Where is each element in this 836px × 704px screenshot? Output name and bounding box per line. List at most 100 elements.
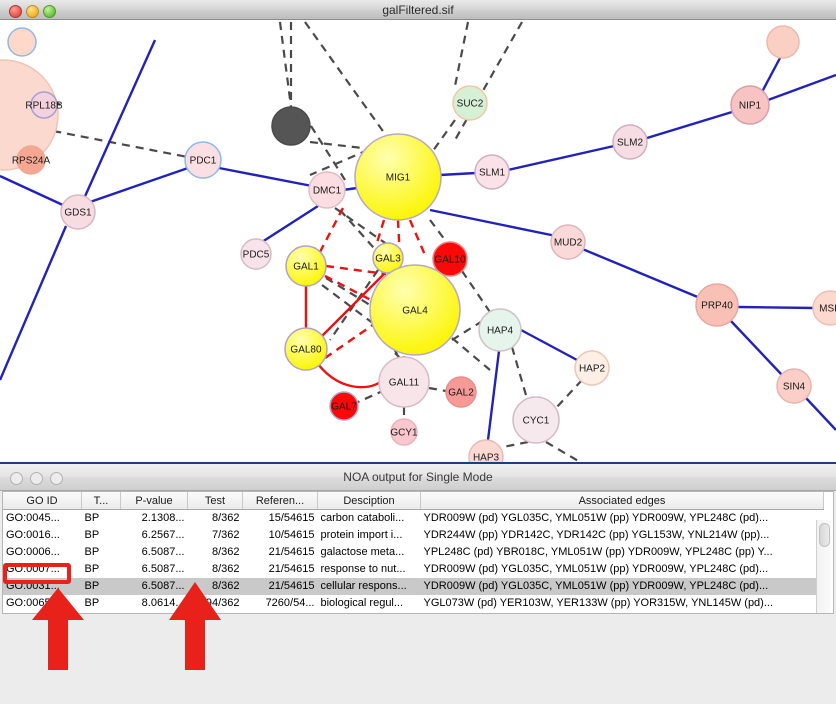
window-title: galFiltered.sif <box>382 3 454 17</box>
cell-type: BP <box>84 563 100 575</box>
dialog-titlebar: NOA output for Single Mode <box>0 464 836 491</box>
node-hap4[interactable] <box>478 308 522 352</box>
cell-test: 8/362 <box>211 546 240 558</box>
cell-reference: 21/54615 <box>268 563 315 575</box>
node-msi[interactable] <box>812 290 836 326</box>
node-hap3[interactable] <box>468 439 504 462</box>
node-gal3[interactable] <box>372 242 404 274</box>
scrollbar-thumb[interactable] <box>819 523 830 547</box>
node-mud2[interactable] <box>550 224 586 260</box>
table-row[interactable]: GO:0065... BP 8.0614... 94/362 7260/54..… <box>3 595 824 612</box>
column-header-type[interactable]: T... <box>81 492 121 510</box>
node-mig1[interactable] <box>354 133 442 221</box>
cell-type: BP <box>82 612 121 613</box>
minimize-button[interactable] <box>26 5 39 18</box>
table-row[interactable]: GO:0045... BP 2.1308... 8/362 15/54615 c… <box>3 510 824 528</box>
node-unlabeled-large[interactable] <box>0 59 59 171</box>
cell-go-id: GO:0016... <box>6 529 60 541</box>
cell-p-value: 1.3324... <box>121 612 188 613</box>
table-row[interactable]: GO:0016... BP 6.2567... 7/362 10/54615 p… <box>3 527 824 544</box>
cell-go-id: GO:0065... <box>6 597 60 609</box>
node-suc2[interactable] <box>452 85 488 121</box>
cell-reference: 10/54615 <box>268 529 315 541</box>
node-hap2[interactable] <box>574 350 610 386</box>
column-header-go-id[interactable]: GO ID <box>3 492 82 510</box>
table-row-selected[interactable]: GO:0031... BP 6.5087... 8/362 21/54615 c… <box>3 578 824 595</box>
table-row[interactable]: GO:0007... BP 6.5087... 8/362 21/54615 r… <box>3 561 824 578</box>
node-slm1[interactable] <box>474 154 510 190</box>
node-gal11[interactable] <box>378 356 430 408</box>
cell-p-value: 6.5087... <box>120 578 188 595</box>
node-rpl18b[interactable] <box>30 91 58 119</box>
cell-go-id: GO:0031... <box>3 578 82 595</box>
node-gal2[interactable] <box>445 376 477 408</box>
cell-description: cellular respons... <box>317 578 421 595</box>
cell-test: 7/362 <box>211 529 240 541</box>
dialog-close-button[interactable] <box>10 472 23 485</box>
node-unlabeled-top-left[interactable] <box>7 27 37 57</box>
table-row[interactable]: GO:0006... BP 6.5087... 8/362 21/54615 g… <box>3 544 824 561</box>
cell-reference: 21/54615 <box>268 546 315 558</box>
noa-output-dialog: NOA output for Single Mode GO ID T... P-… <box>0 462 836 704</box>
node-gal7[interactable] <box>329 391 359 421</box>
column-header-reference[interactable]: Referen... <box>242 492 318 510</box>
cell-description: carbon cataboli... <box>320 512 405 524</box>
node-gal10[interactable] <box>432 241 468 277</box>
cell-reference: 105/546... <box>243 612 318 613</box>
go-results-table-area[interactable]: GO ID T... P-value Test Referen... Desci… <box>2 491 834 614</box>
cell-edges: YFR034C (pd) YBR093C, YDR009W (pd) YGL03… <box>421 612 824 613</box>
node-sin4[interactable] <box>776 368 812 404</box>
network-canvas[interactable]: RPL18B RPS24A GDS1 PDC1 SUC2 NIP1 SLM2 S… <box>0 20 836 462</box>
cell-go-id: GO:0007... <box>6 563 60 575</box>
cell-edges: YDR244W (pp) YDR142C, YDR142C (pp) YGL15… <box>423 529 770 541</box>
network-nodes[interactable] <box>0 25 836 462</box>
node-slm2[interactable] <box>612 124 648 160</box>
node-hub-dark[interactable] <box>271 106 311 146</box>
node-gds1[interactable] <box>60 194 96 230</box>
node-gal4[interactable] <box>369 264 461 356</box>
cell-go-id: GO:0006... <box>6 546 60 558</box>
column-header-associated-edges[interactable]: Associated edges <box>420 492 824 510</box>
cell-description: response to nut... <box>318 612 421 613</box>
table-body: GO:0045... BP 2.1308... 8/362 15/54615 c… <box>3 510 824 614</box>
node-prp40[interactable] <box>695 283 739 327</box>
cell-edges: YGL073W (pd) YER103W, YER133W (pp) YOR31… <box>423 597 774 609</box>
node-rps24a[interactable] <box>16 145 46 175</box>
column-header-description[interactable]: Desciption <box>317 492 421 510</box>
node-gcy1[interactable] <box>390 418 418 446</box>
column-header-test[interactable]: Test <box>187 492 243 510</box>
cell-test: 8/362 <box>211 512 240 524</box>
node-gal1[interactable] <box>285 245 327 287</box>
node-pdc1[interactable] <box>184 141 222 179</box>
node-gal80[interactable] <box>284 327 328 371</box>
zoom-button[interactable] <box>43 5 56 18</box>
cell-reference: 7260/54... <box>265 597 315 609</box>
node-unlabeled-top-right[interactable] <box>766 25 800 59</box>
table-row[interactable]: GO:0031... BP 1.3324... 11/362 105/546..… <box>3 612 824 613</box>
dialog-zoom-button[interactable] <box>50 472 63 485</box>
cell-reference: 15/54615 <box>268 512 315 524</box>
cell-type: BP <box>84 597 100 609</box>
node-dmc1[interactable] <box>308 171 346 209</box>
node-pdc5[interactable] <box>240 238 272 270</box>
cell-test: 11/362 <box>188 612 243 613</box>
cell-p-value: 6.5087... <box>141 563 185 575</box>
cell-description: protein import i... <box>320 529 403 541</box>
cell-type: BP <box>84 546 100 558</box>
network-graph[interactable]: RPL18B RPS24A GDS1 PDC1 SUC2 NIP1 SLM2 S… <box>0 20 836 462</box>
table-header-row: GO ID T... P-value Test Referen... Desci… <box>3 492 824 510</box>
dialog-minimize-button[interactable] <box>30 472 43 485</box>
protein-dna-edges <box>9 21 583 462</box>
close-button[interactable] <box>9 5 22 18</box>
go-results-table[interactable]: GO ID T... P-value Test Referen... Desci… <box>3 492 824 614</box>
cell-p-value: 2.1308... <box>141 512 185 524</box>
column-header-p-value[interactable]: P-value <box>120 492 188 510</box>
node-nip1[interactable] <box>730 85 770 125</box>
cell-test: 8/362 <box>211 563 240 575</box>
table-vertical-scrollbar[interactable] <box>816 520 831 613</box>
cell-edges: YDR009W (pd) YGL035C, YML051W (pp) YDR00… <box>423 563 769 575</box>
cell-type: BP <box>84 512 100 524</box>
cell-edges: YDR009W (pd) YGL035C, YML051W (pp) YDR00… <box>423 512 769 524</box>
node-cyc1[interactable] <box>512 396 560 444</box>
